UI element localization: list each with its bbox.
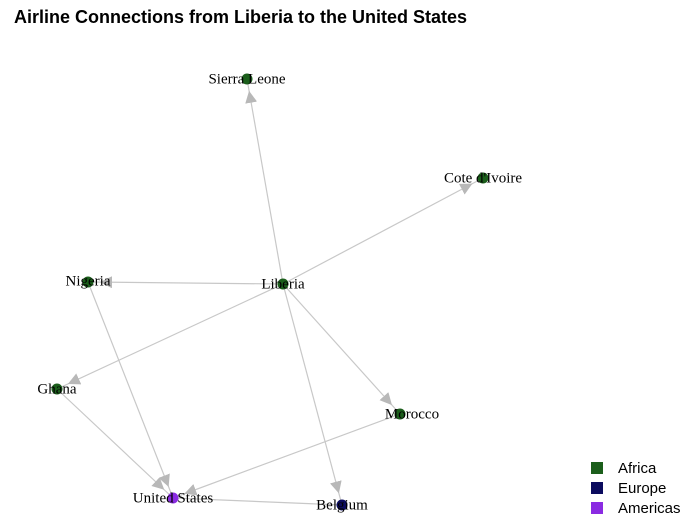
edge	[282, 283, 343, 506]
node-label: Cote d'Ivoire	[444, 170, 522, 186]
legend-swatch	[591, 462, 603, 474]
node-label: Belgium	[316, 497, 368, 513]
nodes: Sierra Leone Cote d'Ivoire Nigeria Liber…	[37, 71, 522, 513]
node	[477, 172, 489, 184]
legend-label: Africa	[618, 460, 657, 477]
node-label: Liberia	[261, 276, 305, 292]
edge	[56, 388, 174, 499]
node	[82, 276, 94, 288]
legend-label: Americas	[618, 500, 681, 517]
legend-label: Europe	[618, 480, 666, 497]
title: Airline Connections from Liberia to the …	[14, 7, 467, 27]
edge	[87, 281, 174, 499]
edge	[56, 283, 284, 390]
node-label: Sierra Leone	[208, 71, 285, 87]
node-label: United States	[133, 490, 214, 506]
node	[394, 408, 406, 420]
node-label: Ghana	[37, 381, 76, 397]
node	[51, 383, 63, 395]
node	[167, 492, 179, 504]
edge	[87, 276, 284, 289]
edge	[245, 78, 284, 285]
edge	[172, 497, 343, 506]
node-label: Morocco	[385, 406, 439, 422]
edge	[282, 283, 401, 415]
node	[277, 278, 289, 290]
legend-swatch	[591, 482, 603, 494]
node-label: Nigeria	[66, 273, 111, 289]
edge	[282, 177, 484, 285]
edges	[56, 78, 484, 506]
node	[336, 499, 348, 511]
legend-swatch	[591, 502, 603, 514]
edge	[172, 413, 401, 499]
node	[241, 73, 253, 85]
legend: Africa Europe Americas	[591, 460, 681, 517]
